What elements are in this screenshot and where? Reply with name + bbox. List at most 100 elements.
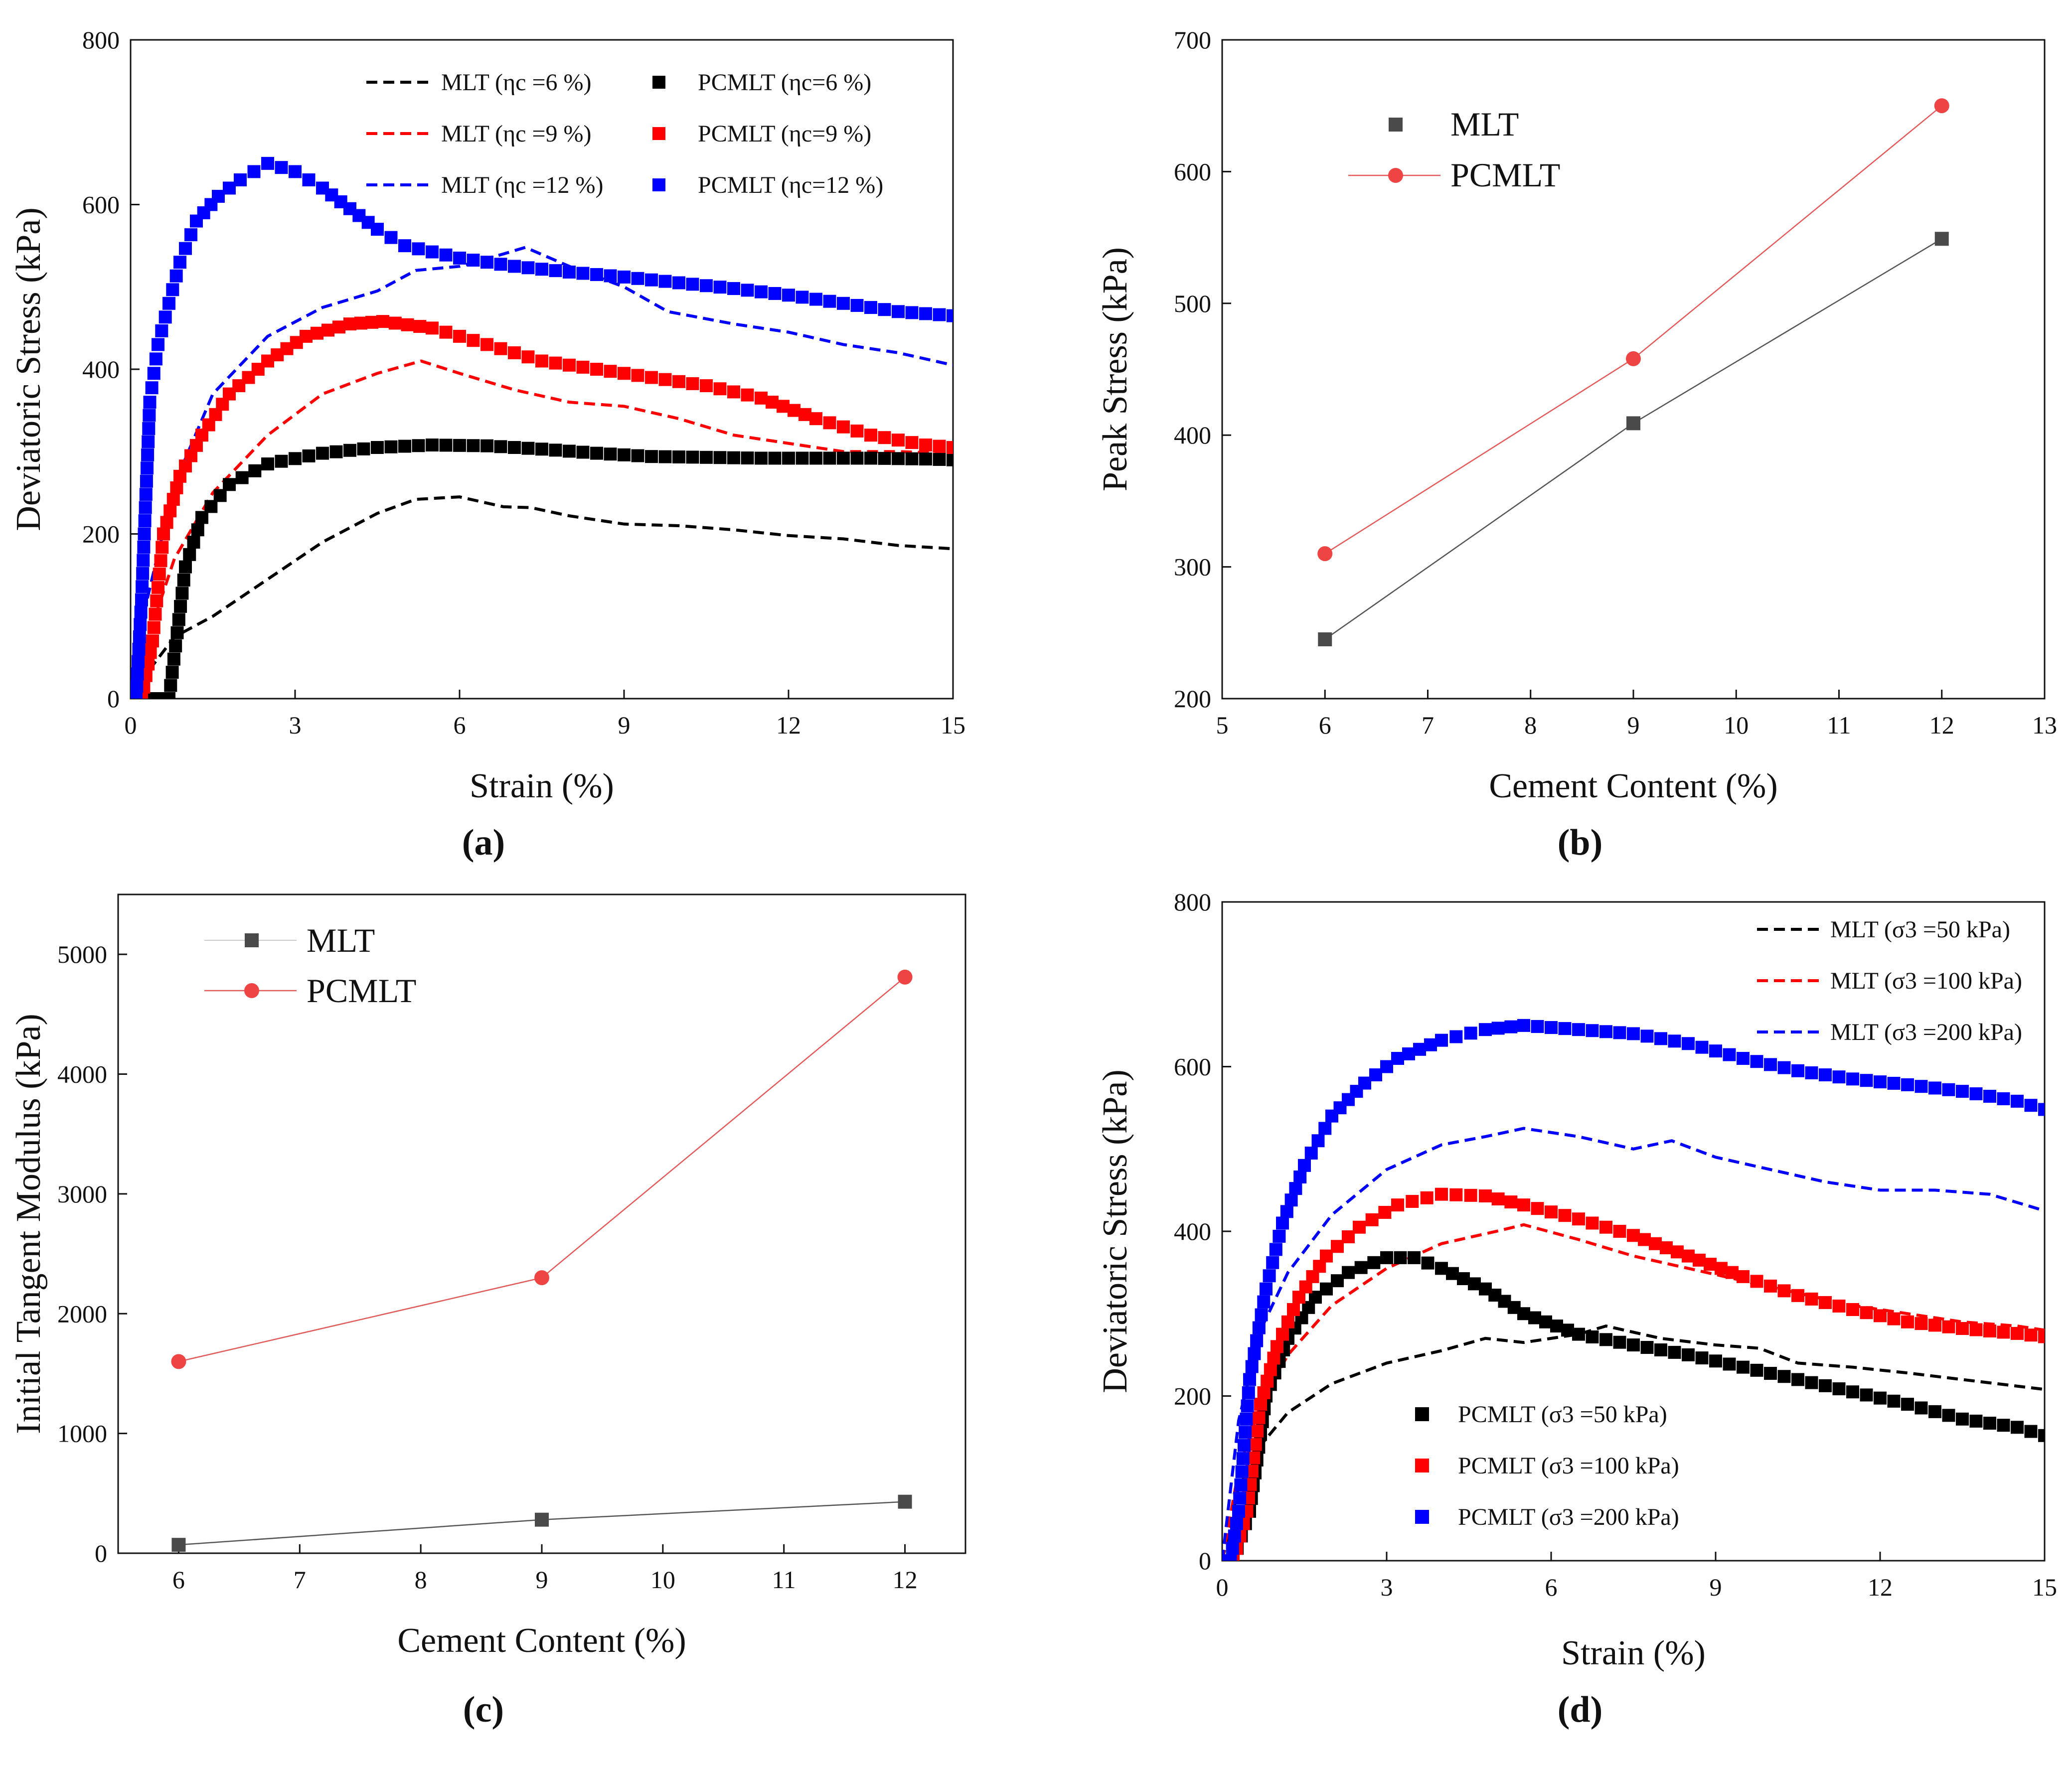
data-point-square [1531, 1202, 1544, 1215]
data-point-square [1723, 1357, 1736, 1371]
y-axis-title: Deviatoric Stress (kPa) [9, 207, 48, 531]
data-point-circle [1317, 546, 1333, 562]
data-point-square [576, 360, 590, 374]
data-point-square [1901, 1398, 1914, 1411]
data-point-square [371, 223, 384, 236]
data-point-square [1737, 1270, 1750, 1283]
data-point-square [1269, 1243, 1282, 1256]
data-point-square [1249, 1438, 1262, 1451]
x-axis-title: Strain (%) [1561, 1634, 1706, 1672]
data-point-square [332, 320, 345, 334]
data-point-square [1969, 1323, 1983, 1336]
data-point-square [535, 442, 548, 456]
y-tick-label: 800 [82, 26, 120, 54]
data-point-square [179, 560, 192, 574]
data-point-square [576, 445, 590, 459]
data-point-square [1805, 1066, 1818, 1079]
data-point-square [138, 514, 152, 528]
data-point-square [1273, 1229, 1286, 1243]
plot-area [1317, 98, 1949, 647]
data-point-square [413, 320, 427, 333]
data-point-square [1832, 1382, 1846, 1396]
y-tick-label: 600 [1174, 157, 1211, 185]
data-point-square [1846, 1385, 1859, 1399]
data-point-square [535, 1512, 549, 1527]
legend-label: PCMLT [1450, 156, 1560, 194]
data-point-square [212, 189, 225, 203]
data-point-square [162, 692, 175, 699]
data-point-square [1660, 1241, 1673, 1255]
data-point-square [412, 242, 425, 256]
legend-marker [1415, 1407, 1429, 1421]
x-tick-label: 10 [1724, 711, 1749, 739]
data-point-square [1832, 1299, 1846, 1313]
data-point-square [782, 289, 795, 302]
legend-label: PCMLT (σ3 =200 kPa) [1458, 1504, 1679, 1530]
legend-label: MLT (ηc =12 %) [441, 172, 603, 198]
x-tick-label: 5 [1216, 711, 1229, 739]
data-point-square [1764, 1058, 1777, 1071]
data-point-square [1777, 1284, 1791, 1298]
data-point-square [1517, 1307, 1530, 1321]
data-point-square [590, 363, 603, 376]
data-point-square [549, 356, 562, 370]
data-point-square [1613, 1335, 1626, 1349]
data-point-square [261, 457, 274, 471]
data-point-square [782, 451, 795, 465]
data-point-square [1378, 1205, 1392, 1219]
panel-caption: (b) [1558, 822, 1602, 863]
chart-panel-a: 0 3 6 9 12 15 0 200 400 600 800 Strain (%) Deviatori… [9, 26, 965, 863]
legend-marker [1389, 118, 1403, 132]
data-point-square [1479, 1189, 1492, 1202]
data-point-square [686, 450, 699, 464]
data-point-square [741, 388, 754, 402]
data-point-square [376, 315, 389, 328]
data-point-square [343, 443, 356, 457]
data-point-square [1682, 1249, 1695, 1263]
data-point-square [823, 451, 836, 465]
data-point-square [1572, 1212, 1585, 1226]
data-point-square [905, 436, 919, 449]
data-point-square [1969, 1087, 1983, 1101]
data-point-square [755, 391, 768, 405]
data-point-square [658, 275, 672, 288]
data-point-square [563, 266, 576, 279]
data-point-square [1318, 632, 1332, 647]
data-point-square [604, 365, 617, 378]
data-point-square [480, 338, 493, 351]
data-point-square [146, 634, 159, 648]
data-point-square [1228, 1529, 1241, 1543]
data-point-square [713, 281, 727, 294]
legend-label: MLT (ηc =6 %) [441, 69, 591, 96]
data-point-square [139, 488, 153, 501]
data-point-square [160, 516, 173, 529]
data-point-square [1517, 1198, 1530, 1212]
data-point-square [1874, 1391, 1887, 1405]
data-point-square [1504, 1195, 1518, 1209]
data-point-square [1874, 1309, 1887, 1323]
data-point-square [289, 452, 302, 465]
data-point-square [398, 239, 411, 253]
data-point-square [905, 306, 919, 319]
legend-label: PCMLT [307, 972, 416, 1010]
data-point-square [177, 574, 190, 587]
data-point-square [289, 165, 302, 178]
data-point-square [169, 269, 183, 283]
data-point-square [563, 358, 576, 372]
data-point-square [823, 416, 836, 430]
data-point-square [919, 307, 932, 320]
data-point-square [521, 350, 535, 364]
data-point-square [1599, 1333, 1612, 1346]
series-line [1324, 105, 1942, 555]
data-point-square [618, 270, 631, 284]
data-point-square [1236, 1452, 1250, 1466]
data-point-square [1276, 1327, 1289, 1341]
data-point-square [700, 379, 713, 393]
data-point-square [919, 439, 932, 452]
data-point-square [1832, 1070, 1846, 1084]
data-point-square [175, 587, 189, 600]
data-point-square [1709, 1354, 1722, 1368]
plot-area [1222, 1019, 2045, 1561]
data-point-square [864, 301, 877, 314]
